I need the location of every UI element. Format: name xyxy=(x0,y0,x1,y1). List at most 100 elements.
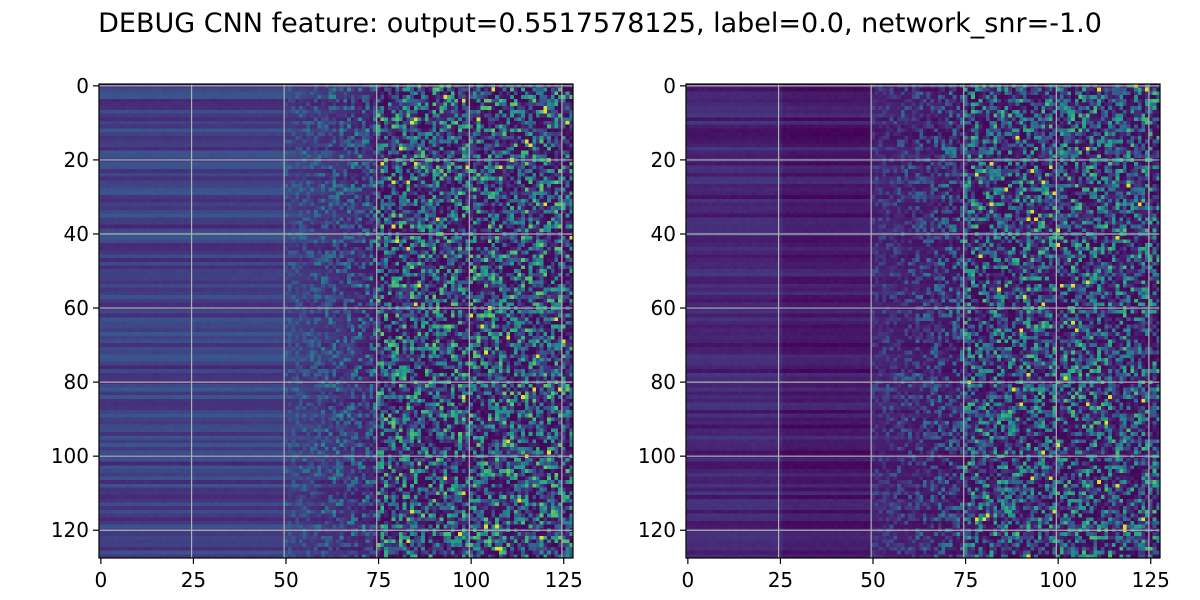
heatmap-cell xyxy=(510,102,515,107)
heatmap-cell xyxy=(428,187,433,192)
heatmap-cell xyxy=(161,183,166,189)
heatmap-cell xyxy=(376,176,381,181)
heatmap-cell xyxy=(143,135,148,140)
heatmap-cell xyxy=(217,95,222,100)
heatmap-cell xyxy=(473,135,478,140)
heatmap-cell xyxy=(139,224,144,229)
heatmap-cell xyxy=(150,217,155,222)
heatmap-cell xyxy=(291,150,296,155)
heatmap-cell xyxy=(239,195,244,200)
heatmap-cell xyxy=(239,139,244,144)
heatmap-cell xyxy=(232,135,237,140)
heatmap-cell xyxy=(498,128,503,133)
heatmap-cell xyxy=(461,221,466,226)
heatmap-cell xyxy=(391,87,396,92)
heatmap-cell xyxy=(224,187,229,192)
heatmap-cell xyxy=(443,221,448,226)
heatmap-cell xyxy=(147,209,152,214)
heatmap-cell xyxy=(484,221,489,226)
heatmap-cell xyxy=(521,87,526,92)
heatmap-cell xyxy=(187,187,192,192)
heatmap-cell xyxy=(258,187,263,192)
heatmap-cell xyxy=(280,169,285,174)
heatmap-cell xyxy=(221,117,226,122)
heatmap-cell xyxy=(284,109,289,114)
heatmap-cell xyxy=(136,213,141,218)
heatmap-cell xyxy=(565,172,570,177)
heatmap-cell xyxy=(202,180,207,185)
heatmap-cell xyxy=(365,206,370,211)
heatmap-cell xyxy=(443,146,448,151)
heatmap-cell xyxy=(517,128,522,133)
heatmap-cell xyxy=(202,198,207,203)
heatmap-cell xyxy=(302,117,307,122)
heatmap-cell xyxy=(528,128,533,133)
heatmap-cell xyxy=(173,176,178,181)
heatmap-cell xyxy=(158,102,163,107)
heatmap-cell xyxy=(250,113,255,118)
heatmap-cell xyxy=(273,154,278,159)
heatmap-cell xyxy=(169,102,174,107)
heatmap-cell xyxy=(550,128,555,133)
heatmap-cell xyxy=(543,154,548,159)
heatmap-cell xyxy=(221,113,226,118)
heatmap-cell xyxy=(295,161,300,166)
heatmap-cell xyxy=(158,87,163,92)
heatmap-cell xyxy=(506,183,511,189)
heatmap-cell xyxy=(121,221,126,226)
heatmap-cell xyxy=(150,135,155,140)
heatmap-cell xyxy=(110,180,115,185)
heatmap-cell xyxy=(547,106,552,111)
heatmap-cell xyxy=(561,183,566,189)
heatmap-cell xyxy=(280,146,285,151)
heatmap-cell xyxy=(117,150,122,155)
heatmap-cell xyxy=(324,224,329,229)
heatmap-cell xyxy=(317,213,322,218)
heatmap-cell xyxy=(395,95,400,100)
heatmap-cell xyxy=(465,221,470,226)
heatmap-cell xyxy=(539,198,544,203)
heatmap-cell xyxy=(113,183,118,189)
heatmap-cell xyxy=(110,154,115,159)
heatmap-cell xyxy=(147,161,152,166)
heatmap-cell xyxy=(384,135,389,140)
heatmap-cell xyxy=(332,224,337,229)
heatmap-cell xyxy=(298,109,304,114)
heatmap-cell xyxy=(113,143,118,148)
heatmap-cell xyxy=(461,113,466,118)
heatmap-cell xyxy=(121,95,126,100)
heatmap-cell xyxy=(343,161,348,166)
heatmap-cell xyxy=(250,95,255,100)
heatmap-cell xyxy=(365,169,370,174)
heatmap-cell xyxy=(176,135,181,140)
heatmap-cell xyxy=(121,202,126,207)
heatmap-cell xyxy=(147,106,152,111)
heatmap-cell xyxy=(498,91,503,96)
heatmap-cell xyxy=(547,195,552,200)
heatmap-cell xyxy=(402,176,407,181)
heatmap-cell xyxy=(395,206,400,211)
heatmap-cell xyxy=(339,91,344,96)
heatmap-cell xyxy=(273,209,278,214)
heatmap-cell xyxy=(517,143,522,148)
heatmap-cell xyxy=(350,124,355,129)
heatmap-cell xyxy=(206,124,211,129)
heatmap-cell xyxy=(321,91,326,96)
heatmap-cell xyxy=(561,128,566,133)
heatmap-cell xyxy=(165,87,170,92)
heatmap-cell xyxy=(221,143,226,148)
heatmap-cell xyxy=(358,198,363,203)
heatmap-cell xyxy=(454,221,459,226)
heatmap-cell xyxy=(569,113,574,118)
heatmap-cell xyxy=(528,150,533,155)
heatmap-cell xyxy=(287,121,292,126)
heatmap-cell xyxy=(332,187,337,192)
heatmap-cell xyxy=(198,98,204,103)
heatmap-cell xyxy=(139,209,144,214)
heatmap-cell xyxy=(435,172,441,177)
heatmap-cell xyxy=(558,124,563,129)
heatmap-cell xyxy=(495,91,500,96)
heatmap-cell xyxy=(198,132,204,137)
heatmap-cell xyxy=(521,176,526,181)
heatmap-cell xyxy=(350,91,355,96)
